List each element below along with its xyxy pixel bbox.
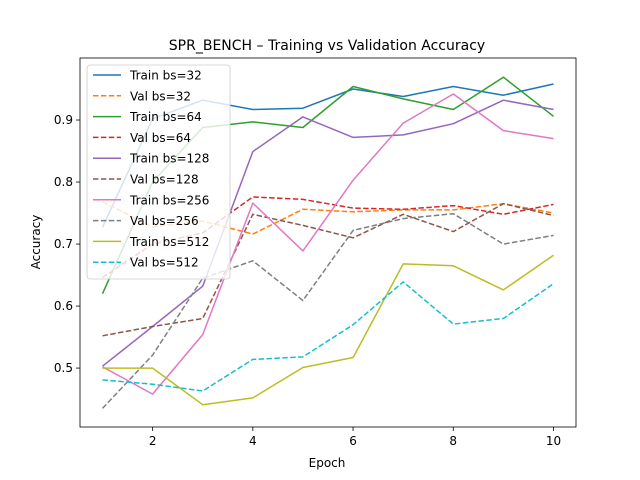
x-axis-label: Epoch [309, 456, 346, 470]
x-tick-label: 2 [149, 434, 157, 448]
x-axis: 2 4 6 8 10 [149, 427, 561, 448]
series-line [102, 281, 554, 392]
x-tick-label: 8 [449, 434, 457, 448]
series-line [102, 93, 554, 395]
legend-label: Val bs=128 [130, 173, 199, 187]
y-axis-label: Accuracy [29, 215, 43, 270]
series-line [101, 212, 554, 409]
legend-label: Train bs=128 [129, 152, 209, 166]
legend-label: Val bs=512 [130, 256, 199, 270]
series-line [102, 202, 554, 337]
y-tick-label: 0.7 [54, 237, 73, 251]
legend-label: Val bs=256 [130, 214, 199, 228]
y-tick-label: 0.5 [54, 361, 73, 375]
legend-label: Train bs=64 [129, 110, 202, 124]
legend-label: Train bs=256 [129, 193, 209, 207]
chart-title: SPR_BENCH – Training vs Validation Accur… [169, 38, 485, 54]
legend: Train bs=32 Val bs=32 Train bs=64 Val bs=64… [86, 64, 231, 280]
y-tick-label: 0.9 [54, 113, 73, 127]
series-line [102, 254, 554, 406]
legend-label: Val bs=64 [130, 131, 191, 145]
x-tick-label: 6 [349, 434, 357, 448]
legend-label: Train bs=32 [129, 69, 202, 83]
y-tick-label: 0.6 [54, 299, 73, 313]
legend-label: Val bs=32 [130, 89, 191, 103]
legend-label: Train bs=512 [129, 235, 209, 249]
axes-frame [79, 57, 577, 428]
y-tick-label: 0.8 [54, 175, 73, 189]
y-axis: 0.5 0.6 0.7 0.8 0.9 [54, 113, 80, 375]
series-line [102, 196, 554, 279]
legend-box [86, 64, 231, 280]
x-tick-label: 10 [546, 434, 561, 448]
x-tick-label: 4 [249, 434, 257, 448]
